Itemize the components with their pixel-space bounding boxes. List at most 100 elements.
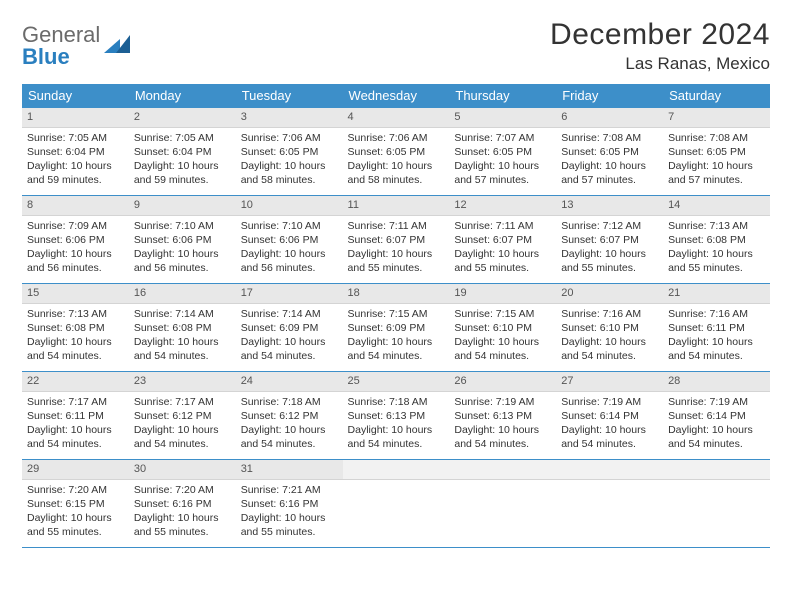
calendar-cell: 11Sunrise: 7:11 AMSunset: 6:07 PMDayligh…	[343, 196, 450, 284]
sunset-text: Sunset: 6:09 PM	[348, 321, 445, 335]
weekday-sat: Saturday	[663, 84, 770, 108]
day-body: Sunrise: 7:15 AMSunset: 6:09 PMDaylight:…	[343, 304, 450, 368]
sunset-text: Sunset: 6:08 PM	[27, 321, 124, 335]
location: Las Ranas, Mexico	[550, 54, 770, 74]
daylight-text: Daylight: 10 hours and 58 minutes.	[241, 159, 338, 187]
daylight-text: Daylight: 10 hours and 54 minutes.	[134, 423, 231, 451]
sunrise-text: Sunrise: 7:21 AM	[241, 483, 338, 497]
sunrise-text: Sunrise: 7:11 AM	[454, 219, 551, 233]
month-title: December 2024	[550, 18, 770, 52]
day-number: 1	[22, 108, 129, 128]
weekday-sun: Sunday	[22, 84, 129, 108]
day-number: 22	[22, 372, 129, 392]
day-body: Sunrise: 7:09 AMSunset: 6:06 PMDaylight:…	[22, 216, 129, 280]
daylight-text: Daylight: 10 hours and 56 minutes.	[241, 247, 338, 275]
calendar-cell: 3Sunrise: 7:06 AMSunset: 6:05 PMDaylight…	[236, 108, 343, 196]
sunset-text: Sunset: 6:05 PM	[668, 145, 765, 159]
calendar-cell: 4Sunrise: 7:06 AMSunset: 6:05 PMDaylight…	[343, 108, 450, 196]
sunset-text: Sunset: 6:06 PM	[134, 233, 231, 247]
calendar-cell: 13Sunrise: 7:12 AMSunset: 6:07 PMDayligh…	[556, 196, 663, 284]
sunset-text: Sunset: 6:07 PM	[454, 233, 551, 247]
day-number: 21	[663, 284, 770, 304]
day-number-empty	[663, 460, 770, 480]
day-body: Sunrise: 7:21 AMSunset: 6:16 PMDaylight:…	[236, 480, 343, 544]
sunset-text: Sunset: 6:12 PM	[134, 409, 231, 423]
sunrise-text: Sunrise: 7:14 AM	[134, 307, 231, 321]
logo-text: General Blue	[22, 24, 100, 68]
day-body: Sunrise: 7:06 AMSunset: 6:05 PMDaylight:…	[236, 128, 343, 192]
sunrise-text: Sunrise: 7:19 AM	[668, 395, 765, 409]
sunset-text: Sunset: 6:08 PM	[134, 321, 231, 335]
day-number: 15	[22, 284, 129, 304]
sunset-text: Sunset: 6:10 PM	[561, 321, 658, 335]
daylight-text: Daylight: 10 hours and 55 minutes.	[454, 247, 551, 275]
day-number: 25	[343, 372, 450, 392]
day-body: Sunrise: 7:14 AMSunset: 6:09 PMDaylight:…	[236, 304, 343, 368]
day-number: 28	[663, 372, 770, 392]
daylight-text: Daylight: 10 hours and 59 minutes.	[134, 159, 231, 187]
day-body: Sunrise: 7:15 AMSunset: 6:10 PMDaylight:…	[449, 304, 556, 368]
calendar-cell: 9Sunrise: 7:10 AMSunset: 6:06 PMDaylight…	[129, 196, 236, 284]
sunrise-text: Sunrise: 7:06 AM	[348, 131, 445, 145]
calendar-cell: 25Sunrise: 7:18 AMSunset: 6:13 PMDayligh…	[343, 372, 450, 460]
day-number: 11	[343, 196, 450, 216]
daylight-text: Daylight: 10 hours and 55 minutes.	[348, 247, 445, 275]
sunrise-text: Sunrise: 7:15 AM	[454, 307, 551, 321]
day-body: Sunrise: 7:05 AMSunset: 6:04 PMDaylight:…	[129, 128, 236, 192]
sunrise-text: Sunrise: 7:05 AM	[134, 131, 231, 145]
weekday-thu: Thursday	[449, 84, 556, 108]
day-body: Sunrise: 7:05 AMSunset: 6:04 PMDaylight:…	[22, 128, 129, 192]
day-body: Sunrise: 7:18 AMSunset: 6:12 PMDaylight:…	[236, 392, 343, 456]
day-number: 24	[236, 372, 343, 392]
day-number-empty	[343, 460, 450, 480]
calendar-row: 1Sunrise: 7:05 AMSunset: 6:04 PMDaylight…	[22, 108, 770, 196]
day-number: 20	[556, 284, 663, 304]
calendar-cell: 21Sunrise: 7:16 AMSunset: 6:11 PMDayligh…	[663, 284, 770, 372]
sunrise-text: Sunrise: 7:13 AM	[668, 219, 765, 233]
day-body: Sunrise: 7:14 AMSunset: 6:08 PMDaylight:…	[129, 304, 236, 368]
daylight-text: Daylight: 10 hours and 55 minutes.	[561, 247, 658, 275]
day-body: Sunrise: 7:17 AMSunset: 6:12 PMDaylight:…	[129, 392, 236, 456]
daylight-text: Daylight: 10 hours and 54 minutes.	[241, 335, 338, 363]
sunset-text: Sunset: 6:06 PM	[27, 233, 124, 247]
sunset-text: Sunset: 6:15 PM	[27, 497, 124, 511]
sunset-text: Sunset: 6:09 PM	[241, 321, 338, 335]
calendar-cell: 5Sunrise: 7:07 AMSunset: 6:05 PMDaylight…	[449, 108, 556, 196]
title-block: December 2024 Las Ranas, Mexico	[550, 18, 770, 74]
day-body: Sunrise: 7:08 AMSunset: 6:05 PMDaylight:…	[556, 128, 663, 192]
daylight-text: Daylight: 10 hours and 54 minutes.	[27, 335, 124, 363]
sunrise-text: Sunrise: 7:16 AM	[668, 307, 765, 321]
day-body: Sunrise: 7:10 AMSunset: 6:06 PMDaylight:…	[236, 216, 343, 280]
day-number: 14	[663, 196, 770, 216]
calendar-row: 8Sunrise: 7:09 AMSunset: 6:06 PMDaylight…	[22, 196, 770, 284]
day-number: 12	[449, 196, 556, 216]
daylight-text: Daylight: 10 hours and 59 minutes.	[27, 159, 124, 187]
sunrise-text: Sunrise: 7:07 AM	[454, 131, 551, 145]
logo: General Blue	[22, 18, 130, 68]
day-number: 29	[22, 460, 129, 480]
daylight-text: Daylight: 10 hours and 54 minutes.	[561, 423, 658, 451]
calendar-cell: 2Sunrise: 7:05 AMSunset: 6:04 PMDaylight…	[129, 108, 236, 196]
sunrise-text: Sunrise: 7:08 AM	[561, 131, 658, 145]
calendar-cell	[663, 460, 770, 548]
daylight-text: Daylight: 10 hours and 54 minutes.	[454, 423, 551, 451]
sunrise-text: Sunrise: 7:10 AM	[241, 219, 338, 233]
day-body: Sunrise: 7:12 AMSunset: 6:07 PMDaylight:…	[556, 216, 663, 280]
weekday-fri: Friday	[556, 84, 663, 108]
day-body: Sunrise: 7:19 AMSunset: 6:14 PMDaylight:…	[556, 392, 663, 456]
calendar-cell	[449, 460, 556, 548]
day-body: Sunrise: 7:06 AMSunset: 6:05 PMDaylight:…	[343, 128, 450, 192]
sunrise-text: Sunrise: 7:14 AM	[241, 307, 338, 321]
day-number: 31	[236, 460, 343, 480]
calendar-cell: 6Sunrise: 7:08 AMSunset: 6:05 PMDaylight…	[556, 108, 663, 196]
daylight-text: Daylight: 10 hours and 55 minutes.	[134, 511, 231, 539]
day-number: 18	[343, 284, 450, 304]
sunrise-text: Sunrise: 7:19 AM	[454, 395, 551, 409]
day-number: 4	[343, 108, 450, 128]
daylight-text: Daylight: 10 hours and 56 minutes.	[27, 247, 124, 275]
sunrise-text: Sunrise: 7:09 AM	[27, 219, 124, 233]
day-number: 19	[449, 284, 556, 304]
sunset-text: Sunset: 6:07 PM	[348, 233, 445, 247]
day-body: Sunrise: 7:13 AMSunset: 6:08 PMDaylight:…	[22, 304, 129, 368]
daylight-text: Daylight: 10 hours and 57 minutes.	[454, 159, 551, 187]
